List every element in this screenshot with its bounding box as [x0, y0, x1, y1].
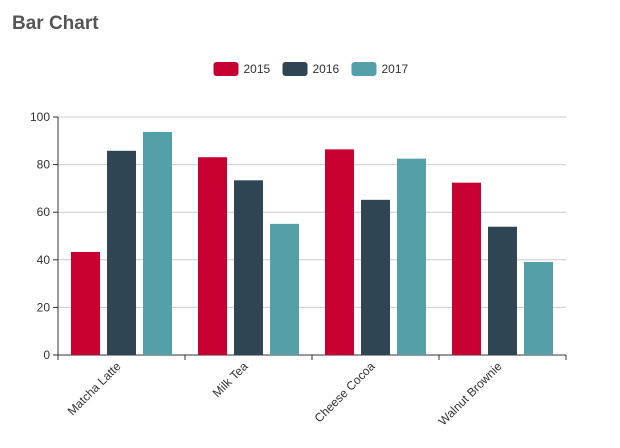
- bar-2016-3[interactable]: [488, 226, 517, 355]
- y-tick-label: 100: [30, 110, 50, 124]
- legend-label: 2016: [313, 62, 340, 76]
- legend-item-2017[interactable]: 2017: [351, 62, 409, 76]
- legend-label: 2017: [382, 62, 409, 76]
- legend-swatch: [351, 62, 377, 76]
- y-tick-label: 0: [43, 348, 50, 362]
- bar-2016-2[interactable]: [361, 199, 390, 355]
- x-tick-label: Milk Tea: [210, 359, 251, 400]
- x-tick-label: Walnut Brownie: [436, 359, 505, 428]
- bars: [71, 131, 553, 355]
- y-tick-label: 80: [37, 158, 51, 172]
- page-title: Bar Chart: [12, 13, 99, 34]
- y-tick-label: 60: [37, 205, 51, 219]
- bar-2017-2[interactable]: [397, 158, 426, 355]
- bar-2015-2[interactable]: [325, 149, 354, 355]
- bar-2016-0[interactable]: [107, 150, 136, 355]
- x-tick-label: Cheese Cocoa: [312, 359, 378, 425]
- y-tick-label: 40: [37, 253, 51, 267]
- legend-item-2016[interactable]: 2016: [282, 62, 340, 76]
- legend-label: 2015: [244, 62, 271, 76]
- bar-2016-1[interactable]: [234, 180, 263, 355]
- bar-2017-1[interactable]: [270, 223, 299, 355]
- legend: 2015 2016 2017: [213, 62, 409, 76]
- bar-2015-0[interactable]: [71, 251, 100, 355]
- x-tick-label: Matcha Latte: [65, 359, 124, 418]
- y-tick-label: 20: [37, 300, 51, 314]
- bar-2017-0[interactable]: [143, 131, 172, 355]
- bar-2015-1[interactable]: [198, 157, 227, 355]
- legend-swatch: [282, 62, 308, 76]
- bar-2017-3[interactable]: [524, 261, 553, 355]
- legend-swatch: [213, 62, 239, 76]
- legend-item-2015[interactable]: 2015: [213, 62, 271, 76]
- grid-lines: [58, 116, 566, 308]
- bar-2015-3[interactable]: [452, 182, 481, 355]
